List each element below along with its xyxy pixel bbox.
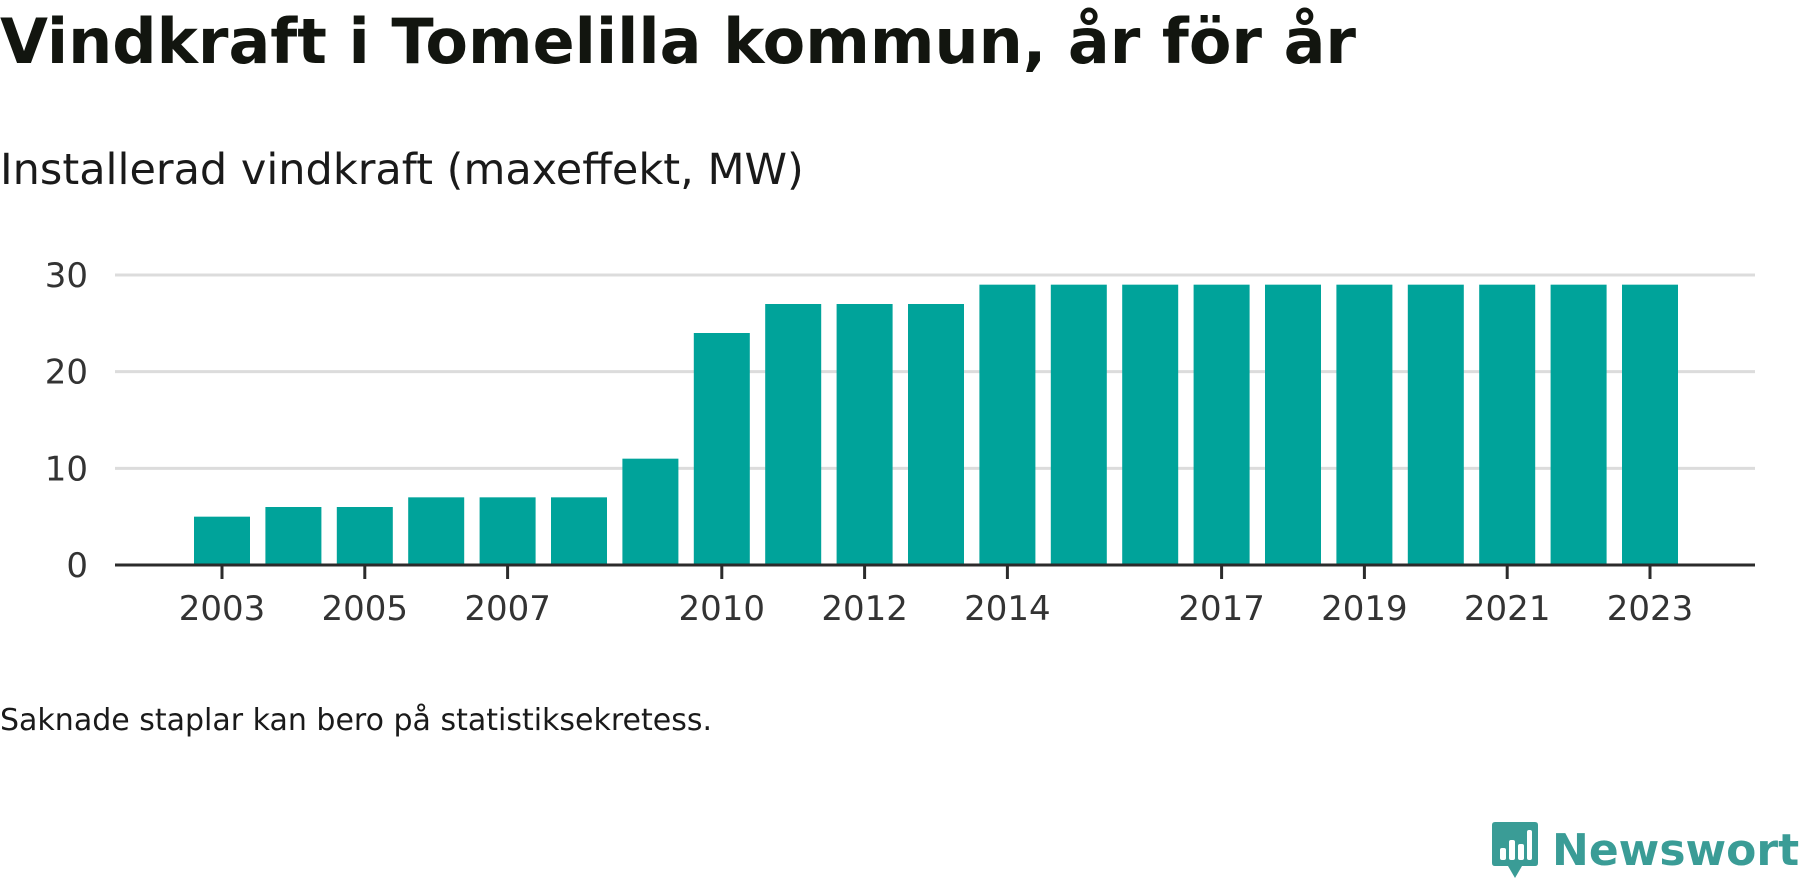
bar-2015	[1050, 284, 1107, 565]
newsworthy-logo-icon	[1492, 822, 1538, 878]
bar-2019	[1336, 284, 1393, 565]
y-tick-label: 20	[45, 353, 88, 393]
x-tick-label: 2014	[964, 589, 1051, 629]
x-tick-label: 2012	[821, 589, 908, 629]
y-tick-label: 10	[45, 449, 88, 489]
chart-subtitle: Installerad vindkraft (maxeffekt, MW)	[0, 145, 804, 195]
bar-2017	[1193, 284, 1250, 565]
x-tick-label: 2007	[464, 589, 551, 629]
x-tick-label: 2003	[179, 589, 266, 629]
bar-2006	[408, 497, 465, 565]
chart-title: Vindkraft i Tomelilla kommun, år för år	[0, 5, 1357, 78]
bar-2016	[1122, 284, 1179, 565]
bar-2014	[979, 284, 1036, 565]
x-axis-ticks: 2003 2005 2007 2010 2012 2014 2017 2019 2021 2023	[179, 565, 1694, 629]
x-tick-label: 2023	[1607, 589, 1694, 629]
x-tick-label: 2021	[1464, 589, 1551, 629]
bar-2005	[336, 507, 393, 565]
bar-2003	[194, 516, 250, 565]
bar-2010	[693, 333, 750, 565]
bar-2009	[622, 458, 679, 565]
bar-2023	[1622, 284, 1678, 565]
x-tick-label: 2017	[1178, 589, 1265, 629]
x-tick-label: 2005	[322, 589, 409, 629]
x-tick-label: 2010	[679, 589, 766, 629]
y-tick-label: 30	[45, 256, 88, 296]
bar-2020	[1407, 284, 1464, 565]
brand-logo: Newsworthy	[1490, 818, 1800, 882]
bar-2008	[551, 497, 607, 565]
brand-name: Newsworthy	[1552, 824, 1800, 876]
bar-2007	[479, 497, 536, 565]
bar-2012	[836, 304, 893, 565]
bar-2018	[1265, 284, 1321, 565]
bars	[194, 284, 1678, 565]
bar-2011	[765, 304, 822, 565]
bar-2004	[265, 507, 322, 565]
y-tick-label: 0	[66, 546, 88, 586]
bar-2021	[1479, 284, 1536, 565]
footnote: Saknade staplar kan bero på statistiksek…	[0, 703, 713, 738]
bar-2022	[1550, 284, 1607, 565]
y-axis-ticks: 0 10 20 30	[45, 256, 88, 586]
bar-chart: 0 10 20 30 2003 2005 2007 2010 2012 2014 2017 2019…	[45, 256, 1755, 629]
bar-2013	[908, 304, 964, 565]
x-tick-label: 2019	[1321, 589, 1408, 629]
